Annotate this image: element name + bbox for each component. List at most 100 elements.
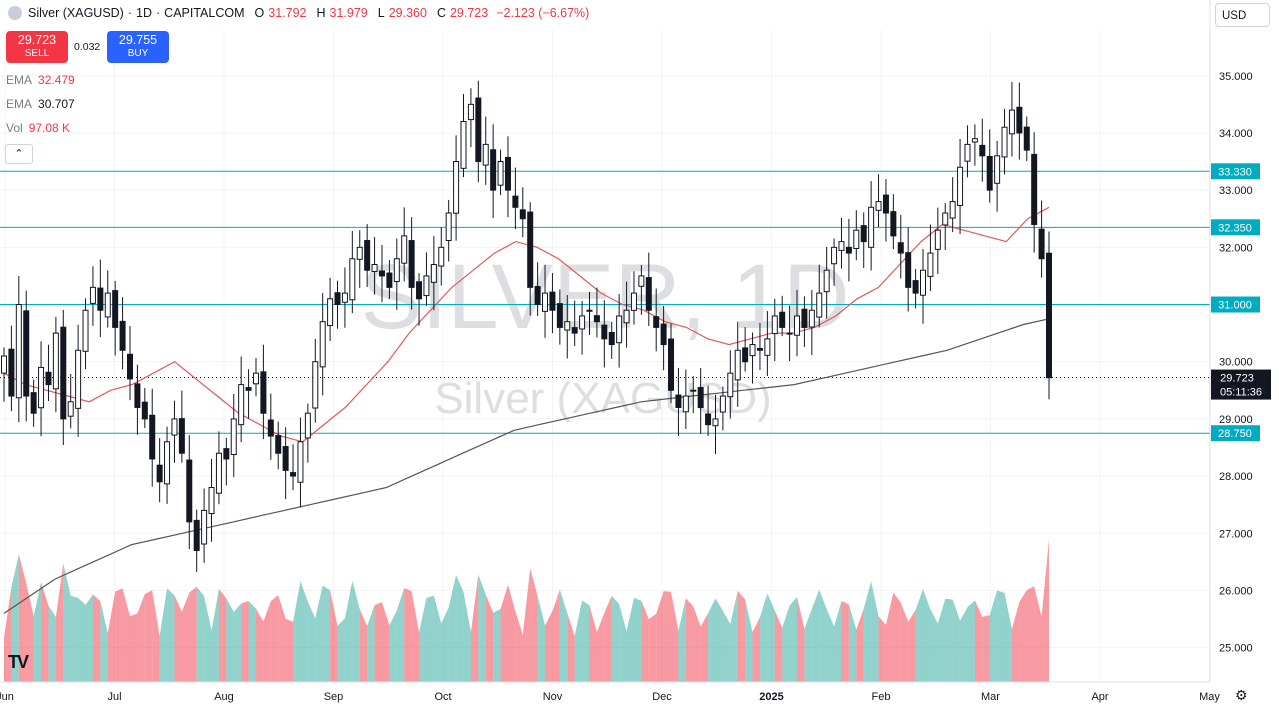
candle-up: [15, 304, 22, 399]
candle-down: [601, 324, 608, 340]
volume-bar: [774, 610, 783, 682]
volume-bar: [396, 587, 405, 682]
separator-dot: ·: [156, 6, 161, 20]
volume-bar: [789, 597, 798, 682]
volume-bar: [144, 590, 153, 682]
volume-bar: [55, 563, 64, 682]
volume-bar: [1011, 601, 1020, 682]
candle-down: [653, 316, 660, 328]
symbol-header: Silver (XAGUSD) · 1D · CAPITALCOM O 31.79…: [8, 6, 589, 20]
candle-down: [193, 519, 200, 551]
volume-bar: [1041, 539, 1049, 682]
candle-up: [304, 412, 311, 439]
volume-bar: [797, 597, 805, 682]
indicator-value: 97.08 K: [28, 121, 71, 135]
volume-bar: [923, 589, 931, 682]
candle-up: [208, 487, 215, 515]
candle-up: [764, 338, 771, 356]
candle-up: [623, 309, 630, 324]
candle-up: [319, 321, 326, 368]
indicator-volume[interactable]: Vol 97.08 K: [6, 121, 70, 135]
level-price-label: 32.350: [1218, 222, 1252, 234]
sell-button[interactable]: 29.723 SELL: [6, 31, 68, 63]
volume-bar: [11, 554, 19, 682]
volume-bar: [656, 591, 664, 682]
volume-bar: [915, 589, 924, 682]
candle-up: [1, 355, 7, 374]
volume-bar: [737, 590, 746, 682]
volume-bar: [997, 590, 1005, 682]
volume-bar: [930, 609, 938, 682]
volume-bar: [374, 602, 382, 682]
volume-bar: [893, 592, 901, 682]
buy-button[interactable]: 29.755 BUY: [107, 31, 169, 63]
volume-bar: [63, 563, 71, 682]
volume-bar: [759, 593, 768, 682]
candle-up: [460, 121, 467, 169]
last-price-tag: [1211, 369, 1271, 400]
volume-bar: [196, 586, 205, 682]
volume-bar: [1019, 590, 1027, 682]
candle-up: [401, 235, 408, 264]
candle-up: [564, 321, 571, 331]
ema-fast-line: [3, 206, 1050, 443]
candle-down: [675, 394, 682, 408]
volume-bar: [255, 608, 264, 682]
candle-up: [430, 263, 437, 283]
volume-bar: [885, 592, 894, 682]
symbol-name[interactable]: Silver (XAGUSD): [28, 6, 124, 20]
volume-bar: [671, 591, 679, 682]
interval-label[interactable]: 1D: [136, 6, 152, 20]
candle-down: [267, 419, 274, 437]
indicator-ema-slow[interactable]: EMA 30.707: [6, 97, 75, 111]
level-price-tag: [1211, 163, 1260, 180]
volume-bar: [152, 590, 160, 682]
tradingview-logo[interactable]: TV: [8, 652, 29, 672]
candle-down: [527, 211, 534, 288]
indicator-ema-fast[interactable]: EMA 32.479: [6, 73, 75, 87]
level-price-label: 31.000: [1218, 300, 1252, 312]
candle-up: [238, 384, 245, 426]
candle-down: [742, 347, 749, 363]
volume-bar: [685, 598, 694, 682]
candle-down: [1023, 126, 1030, 151]
volume-bar: [92, 594, 101, 682]
candle-down: [386, 272, 393, 288]
volume-bar: [181, 592, 190, 682]
gear-icon[interactable]: ⚙: [1235, 687, 1248, 703]
volume-bar: [648, 613, 657, 682]
candle-up: [719, 395, 726, 413]
collapse-indicators-button[interactable]: ⌃: [5, 144, 33, 164]
candle-up: [942, 212, 949, 226]
volume-bar: [960, 607, 968, 682]
candle-up: [453, 161, 460, 214]
volume-bar: [589, 605, 597, 682]
currency-selector[interactable]: USD: [1215, 3, 1270, 27]
candle-up: [712, 418, 719, 427]
candle-up: [794, 315, 801, 336]
volume-bar: [722, 610, 731, 682]
level-price-label: 28.750: [1218, 428, 1252, 440]
x-tick-label: Sep: [324, 691, 344, 703]
volume-bar: [574, 600, 583, 682]
candle-up: [230, 418, 237, 455]
candle-down: [845, 246, 852, 254]
separator-dot: ·: [127, 6, 133, 20]
volume-bar: [626, 597, 634, 682]
candle-up: [327, 298, 334, 327]
volume-bar: [389, 610, 397, 682]
volume-bar: [433, 595, 442, 682]
volume-bar: [863, 581, 872, 682]
low-key: L: [377, 6, 385, 20]
horizontal-levels: [0, 170, 1210, 434]
candle-up: [786, 332, 793, 335]
candle-down: [571, 327, 578, 334]
candle-up: [356, 246, 363, 260]
volume-bar: [515, 611, 523, 682]
volume-bar: [641, 600, 649, 682]
volume-bar: [871, 581, 879, 682]
volume-bar: [848, 604, 857, 682]
candle-down: [779, 311, 786, 328]
